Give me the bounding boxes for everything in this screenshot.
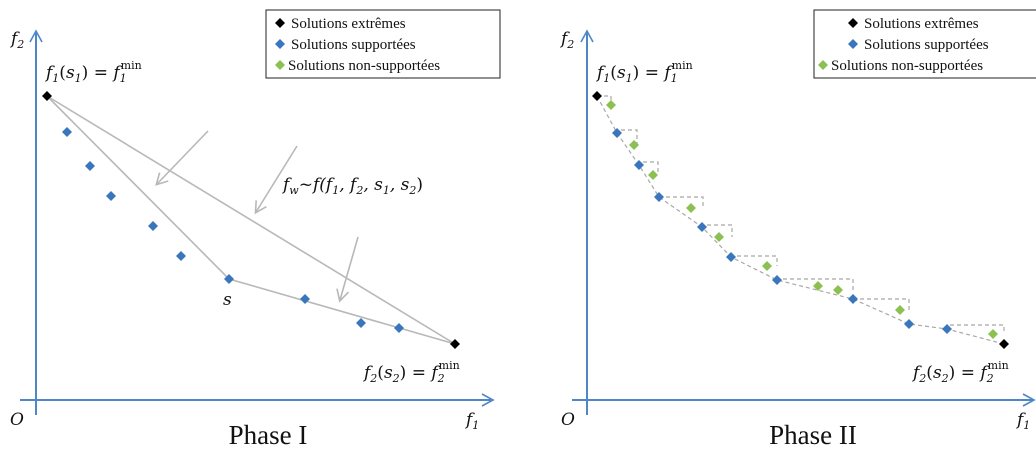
nonsupported-point	[813, 281, 823, 291]
legend-supported: Solutions supportées	[291, 37, 416, 53]
supported-point	[612, 128, 622, 138]
legend-swatch-extreme	[848, 18, 858, 28]
nonsupported-point	[629, 140, 639, 150]
y-axis-label: f2	[9, 29, 24, 51]
legend-panel-2: Solutions extrêmes Solutions supportées …	[813, 9, 1036, 79]
annot-s: s	[223, 290, 232, 310]
nonsupported-point	[648, 170, 658, 180]
supported-point	[654, 192, 664, 202]
supported-point	[634, 160, 644, 170]
extreme-points	[592, 91, 1009, 349]
legend-nonsupported: Solutions non-supportées	[288, 58, 440, 74]
annot-f1-min: f1(s1) = f1min	[44, 59, 142, 85]
arrow-mid	[254, 145, 298, 215]
supported-point	[726, 252, 736, 262]
legend-swatch-nonsupported	[818, 60, 828, 70]
legend-extreme: Solutions extrêmes	[291, 16, 406, 32]
extreme-point	[999, 339, 1009, 349]
guide-extreme-to-extreme	[46, 95, 456, 345]
legend-swatch-supported	[275, 39, 285, 49]
supported-point	[300, 294, 310, 304]
y-axis-label: f2	[559, 29, 574, 51]
supported-point	[697, 222, 707, 232]
phase-title: Phase II	[769, 420, 857, 450]
nonsupported-point	[606, 100, 616, 110]
extreme-points	[42, 91, 460, 349]
extreme-point	[592, 91, 602, 101]
nonsupported-point	[762, 261, 772, 271]
supported-point	[848, 294, 858, 304]
dashed-frontier	[596, 95, 1005, 345]
supported-point	[148, 221, 158, 231]
supported-point	[176, 251, 186, 261]
legend-swatch-nonsupported	[275, 60, 285, 70]
arrow-right	[336, 236, 359, 303]
x-axis-label: f1	[1015, 410, 1030, 432]
legend-panel-1: Solutions extrêmes Solutions supportées …	[265, 9, 501, 79]
nonsupported-point	[988, 329, 998, 339]
panel-phase-1: f2 f1 O f1(s1) = f1min f2(s2) = f2min s …	[9, 9, 501, 450]
supported-points	[62, 127, 404, 333]
supported-point	[394, 323, 404, 333]
annot-f2-min: f2(s2) = f2min	[911, 359, 1009, 385]
supported-frontier	[596, 95, 1005, 345]
legend-extreme: Solutions extrêmes	[864, 16, 979, 32]
origin-label: O	[561, 410, 575, 430]
nonsupported-point	[895, 305, 905, 315]
supported-point	[904, 319, 914, 329]
phase-title: Phase I	[229, 420, 308, 450]
nonsupported-point	[714, 232, 724, 242]
legend-supported: Solutions supportées	[864, 37, 989, 53]
supported-point	[356, 318, 366, 328]
nonsupported-point	[686, 203, 696, 213]
legend-nonsupported: Solutions non-supportées	[831, 58, 983, 74]
x-axis-label: f1	[464, 410, 479, 432]
supported-point	[942, 324, 952, 334]
supported-point	[62, 127, 72, 137]
annot-fw: fw~f(f1, f2, s1, s2)	[281, 175, 423, 197]
supported-point	[224, 274, 234, 284]
legend-swatch-supported	[848, 39, 858, 49]
annot-f2-min: f2(s2) = f2min	[362, 359, 460, 385]
supported-points	[612, 128, 952, 334]
legend-swatch-extreme	[275, 18, 285, 28]
origin-label: O	[10, 410, 24, 430]
nonsupported-points	[606, 100, 998, 339]
supported-point	[85, 161, 95, 171]
panel-phase-2: f2 f1 O f1(s1) = f1min f2(s2) = f2min So…	[559, 9, 1036, 450]
guide-lines	[46, 95, 456, 345]
supported-point	[772, 275, 782, 285]
arrow-left	[155, 130, 209, 186]
staircase	[597, 95, 1005, 333]
supported-point	[106, 191, 116, 201]
extreme-point	[450, 339, 460, 349]
nonsupported-point	[833, 285, 843, 295]
annot-f1-min: f1(s1) = f1min	[595, 59, 693, 85]
extreme-point	[42, 91, 52, 101]
